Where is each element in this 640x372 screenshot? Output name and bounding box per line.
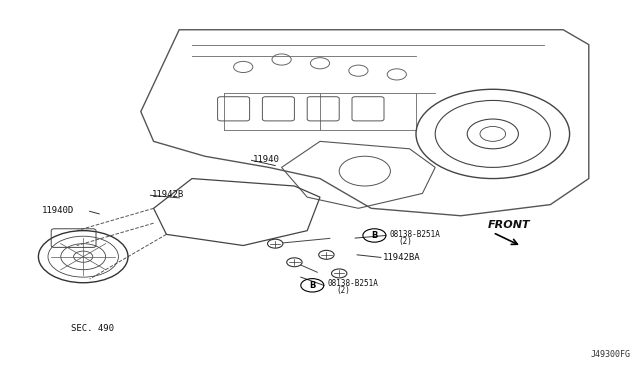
Text: FRONT: FRONT: [488, 220, 531, 230]
Text: 08138-B251A: 08138-B251A: [389, 230, 440, 239]
Text: J49300FG: J49300FG: [590, 350, 630, 359]
Text: B: B: [309, 281, 316, 290]
Circle shape: [332, 269, 347, 278]
Text: 11942BA: 11942BA: [383, 253, 420, 262]
Text: 08138-B251A: 08138-B251A: [328, 279, 378, 288]
Circle shape: [287, 258, 302, 267]
Circle shape: [319, 250, 334, 259]
Text: (2): (2): [398, 237, 412, 246]
Text: (2): (2): [337, 286, 351, 295]
Text: SEC. 490: SEC. 490: [71, 324, 115, 333]
Circle shape: [268, 239, 283, 248]
Text: 11940D: 11940D: [42, 206, 74, 215]
Text: 11942B: 11942B: [152, 190, 184, 199]
Text: 11940: 11940: [253, 155, 280, 164]
Text: B: B: [371, 231, 378, 240]
